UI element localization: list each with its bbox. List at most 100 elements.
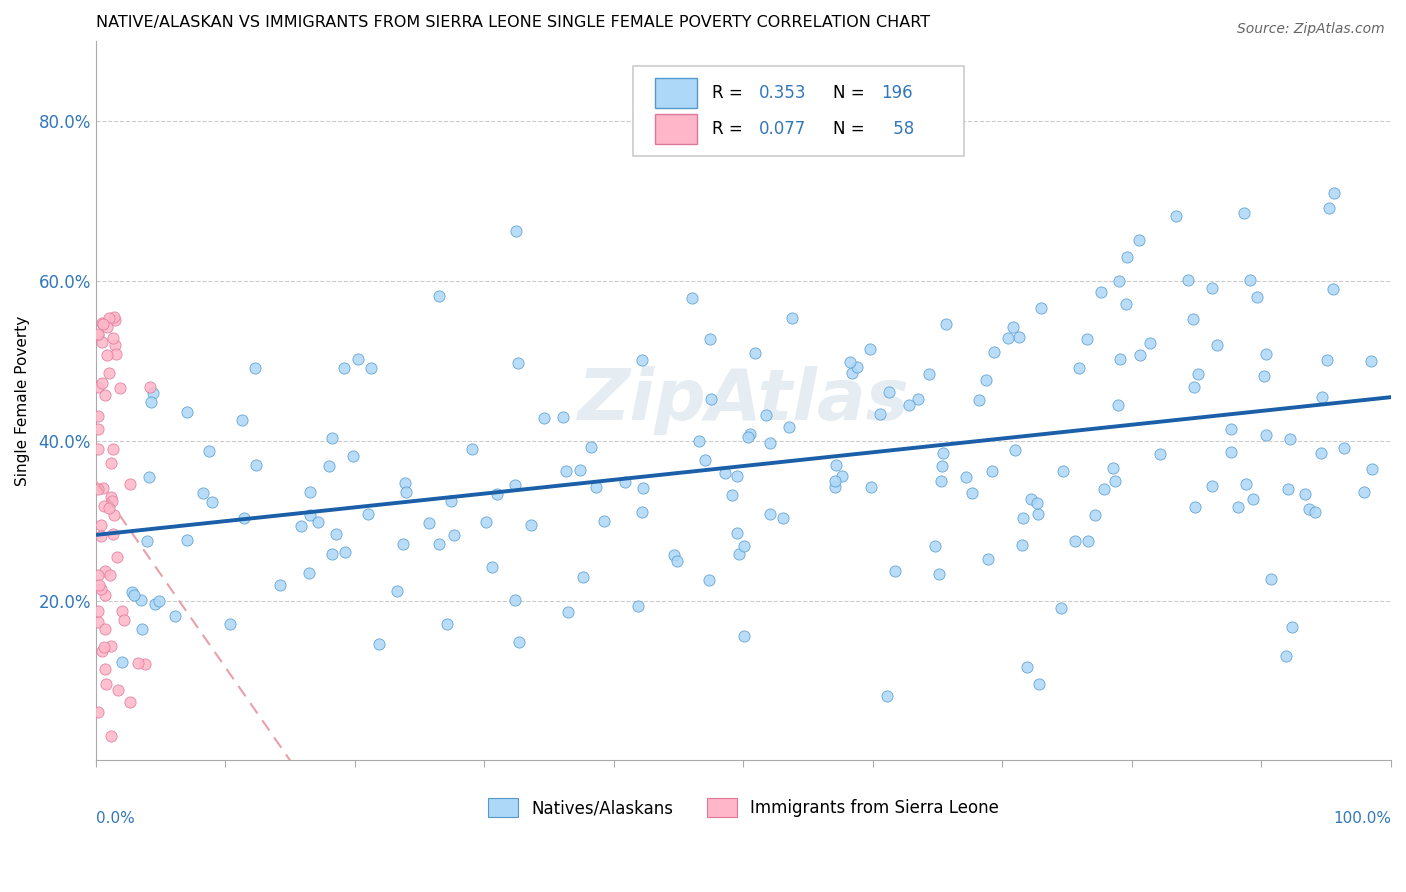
Point <box>335 545 357 559</box>
Point <box>662 548 685 562</box>
Point <box>1361 461 1384 475</box>
Point <box>557 605 579 619</box>
Point <box>699 332 721 346</box>
Point <box>631 505 654 519</box>
Point <box>97 310 120 325</box>
Point <box>733 540 755 554</box>
Point <box>554 464 576 478</box>
Point <box>231 412 253 426</box>
Point <box>967 393 990 408</box>
Point <box>307 515 329 529</box>
Point <box>924 539 946 553</box>
Point <box>269 578 291 592</box>
Point <box>1115 297 1137 311</box>
Point <box>136 534 159 549</box>
Point <box>127 657 149 671</box>
Point <box>87 483 110 497</box>
Point <box>1206 338 1229 352</box>
Point <box>740 427 762 442</box>
Point <box>148 594 170 608</box>
Text: N =: N = <box>832 120 869 137</box>
Point <box>728 548 751 562</box>
Point <box>1077 533 1099 548</box>
Point <box>90 334 112 349</box>
Point <box>105 549 128 564</box>
Point <box>367 637 389 651</box>
Point <box>94 564 117 578</box>
Point <box>824 480 846 494</box>
Point <box>883 564 905 578</box>
Point <box>104 312 127 326</box>
Point <box>1084 508 1107 523</box>
Point <box>321 431 343 445</box>
Point <box>101 331 124 345</box>
Point <box>503 592 526 607</box>
Point <box>91 318 114 332</box>
Point <box>100 730 122 744</box>
FancyBboxPatch shape <box>633 66 963 156</box>
Point <box>245 458 267 472</box>
Point <box>579 440 602 454</box>
Point <box>346 352 368 367</box>
Point <box>737 430 759 444</box>
Point <box>983 345 1005 359</box>
Point <box>1360 353 1382 368</box>
Point <box>721 488 744 502</box>
Point <box>1029 301 1052 315</box>
Text: 58: 58 <box>889 120 915 137</box>
Point <box>101 494 124 508</box>
Point <box>461 442 484 457</box>
Point <box>845 359 868 374</box>
Point <box>1019 492 1042 507</box>
Point <box>1028 677 1050 691</box>
Point <box>758 435 780 450</box>
Legend: Natives/Alaskans, Immigrants from Sierra Leone: Natives/Alaskans, Immigrants from Sierra… <box>481 791 1005 824</box>
Point <box>440 493 463 508</box>
Point <box>935 317 957 331</box>
Point <box>1177 273 1199 287</box>
Point <box>506 355 529 369</box>
Point <box>101 442 124 457</box>
Point <box>105 346 128 360</box>
Point <box>918 367 941 381</box>
Point <box>960 486 983 500</box>
Point <box>1116 250 1139 264</box>
Point <box>1201 281 1223 295</box>
Point <box>1322 282 1344 296</box>
Point <box>974 373 997 387</box>
Point <box>907 392 929 407</box>
Point <box>325 527 347 541</box>
Point <box>1220 422 1243 436</box>
Point <box>981 464 1004 478</box>
Point <box>1139 335 1161 350</box>
Point <box>1028 507 1050 521</box>
Point <box>1298 502 1320 516</box>
Point <box>141 394 163 409</box>
Point <box>111 604 134 618</box>
Point <box>90 643 112 657</box>
Point <box>93 499 115 513</box>
Point <box>1323 186 1346 200</box>
Point <box>1277 483 1299 497</box>
Point <box>1102 461 1125 475</box>
Point <box>772 511 794 525</box>
Point <box>928 566 950 581</box>
Point <box>1050 601 1073 615</box>
Point <box>1104 474 1126 488</box>
Point <box>134 657 156 671</box>
Point <box>107 682 129 697</box>
Point <box>87 327 110 342</box>
Point <box>1253 368 1275 383</box>
Point <box>201 495 224 509</box>
Point <box>89 582 111 597</box>
Point <box>876 690 898 704</box>
Point <box>932 446 955 460</box>
Point <box>98 500 121 515</box>
Point <box>299 508 322 523</box>
Point <box>1187 367 1209 381</box>
Point <box>103 310 125 324</box>
Point <box>744 346 766 360</box>
Point <box>103 508 125 523</box>
Text: 0.0%: 0.0% <box>96 811 135 826</box>
Text: N =: N = <box>832 84 869 102</box>
